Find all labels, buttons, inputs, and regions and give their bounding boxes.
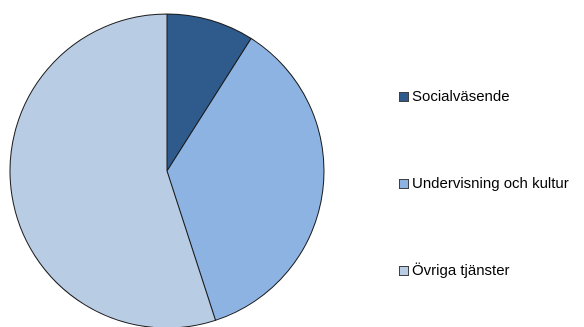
legend-item: Socialväsende [399, 88, 584, 106]
legend-item: Övriga tjänster [399, 262, 584, 280]
legend-swatch [399, 179, 409, 189]
legend-label: Socialväsende [412, 88, 510, 105]
legend-label: Övriga tjänster [412, 262, 510, 279]
pie-slice-undervisning-och-kultur [166, 37, 325, 321]
legend-swatch [399, 266, 409, 276]
legend: Socialväsende Undervisning och kultur Övri… [399, 0, 584, 327]
pie-slice-övriga-tjänster [9, 13, 217, 327]
pie-slice-socialväsende [166, 13, 252, 172]
legend-item: Undervisning och kultur [399, 175, 584, 193]
legend-swatch [399, 92, 409, 102]
legend-label: Undervisning och kultur [412, 175, 569, 192]
